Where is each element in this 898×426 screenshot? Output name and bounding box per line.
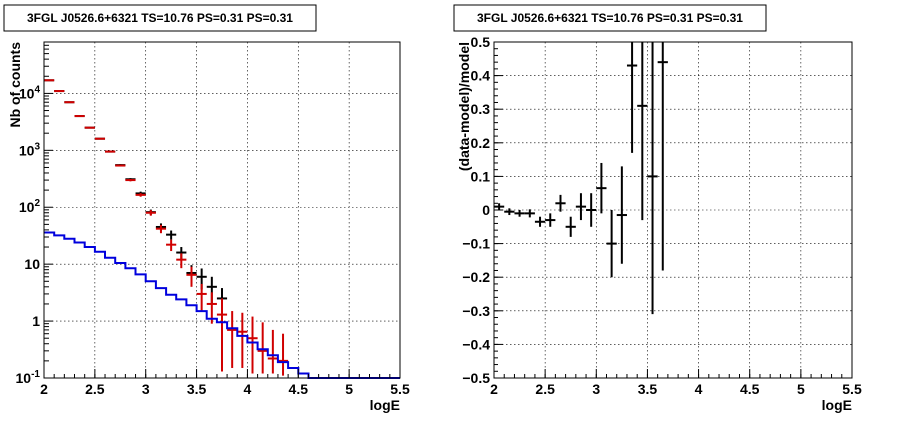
data-point [176,253,187,269]
data-point [186,266,197,287]
x-tick-label: 4.5 [740,381,760,397]
data-point [277,333,289,376]
data-point [626,42,638,153]
data-point [105,150,116,153]
y-tick-exponent: 2 [34,198,40,209]
data-point [196,283,207,312]
data-point [534,216,546,227]
data-point [524,209,535,218]
x-tick-label: 2 [40,381,48,397]
residual-marks [494,42,668,315]
x-tick-label: 5.5 [842,381,862,397]
data-point [616,166,627,264]
data-point [267,329,278,374]
data-point [606,210,617,278]
residual-title-box [453,4,767,32]
y-tick-label: 10 [24,256,40,272]
data-point [216,298,228,372]
data-point [596,162,607,214]
x-tick-label: 2.5 [535,381,555,397]
data-point [555,194,566,212]
data-point [657,42,668,271]
data-point [94,137,106,140]
data-point [155,224,167,234]
y-tick-label: 0.3 [471,101,491,117]
y-tick-label: −0.4 [462,336,490,352]
y-tick-label: 0.1 [471,168,491,184]
data-point [247,316,258,374]
x-tick-label: 3.5 [187,381,207,397]
counts-title-box [3,4,317,32]
data-point [514,210,525,217]
data-point [575,193,587,221]
residual-y-axis-label: (data-model)/model [456,42,472,171]
data-point [545,213,556,227]
x-tick-label: 4 [695,381,703,397]
data-point [64,101,75,104]
errorbar-series-0 [494,42,668,315]
x-tick-label: 3.5 [638,381,658,397]
y-tick-label: −0.1 [462,236,490,252]
residual-ticks: 2 2.5 3 3.5 4 4.5 5 5.5 −0.5 −0.4 −0.3 −0.2 −0.1 0 0.1… [462,34,862,397]
data-point [257,322,268,374]
y-tick-exponent: 3 [34,141,40,152]
data-point [166,230,177,240]
data-point [166,239,177,252]
data-point [586,193,597,227]
counts-grid [44,42,400,378]
x-tick-label: 3 [592,381,600,397]
data-point [84,126,95,129]
data-point [227,311,238,368]
data-point [494,203,505,210]
y-tick-exponent: 4 [34,84,40,95]
data-point [44,79,55,82]
y-tick-exponent: -1 [31,369,40,380]
x-tick-label: 5 [797,381,805,397]
x-tick-label: 4.5 [289,381,309,397]
y-tick-label: −0.5 [462,370,490,386]
data-point [637,42,648,221]
y-tick-label: 0.5 [471,34,491,50]
data-point [237,312,248,368]
counts-x-axis-label: logE [370,397,400,413]
counts-y-axis-label: Nb of counts [7,42,23,128]
residual-title: 3FGL J0526.6+6321 TS=10.76 PS=0.31 PS=0.… [477,11,743,25]
x-tick-label: 3 [142,381,150,397]
data-point [135,193,146,197]
x-tick-label: 2.5 [85,381,105,397]
data-point [504,208,515,216]
y-tick-label: 1 [32,313,40,329]
data-point [74,115,85,118]
data-point [115,164,126,167]
x-tick-label: 5 [345,381,353,397]
y-tick-label: −0.2 [462,269,490,285]
y-tick-label: 0.4 [471,68,491,84]
residual-panel: 3FGL J0526.6+6321 TS=10.76 PS=0.31 PS=0.… [453,4,862,413]
y-tick-label: 0.2 [471,135,491,151]
model-step-line [44,231,400,379]
counts-marks [44,79,400,379]
counts-title: 3FGL J0526.6+6321 TS=10.76 PS=0.31 PS=0.… [27,11,293,25]
data-point [565,216,576,237]
data-point [54,90,65,93]
x-tick-label: 4 [244,381,252,397]
y-tick-label: −0.3 [462,303,490,319]
data-point [125,178,136,182]
x-tick-label: 2 [490,381,498,397]
x-tick-label: 5.5 [390,381,410,397]
data-point [145,210,156,216]
counts-panel: 3FGL J0526.6+6321 TS=10.76 PS=0.31 PS=0.… [3,4,410,413]
data-point [647,42,658,315]
residual-x-axis-label: logE [822,397,852,413]
y-tick-label: 0 [482,202,490,218]
